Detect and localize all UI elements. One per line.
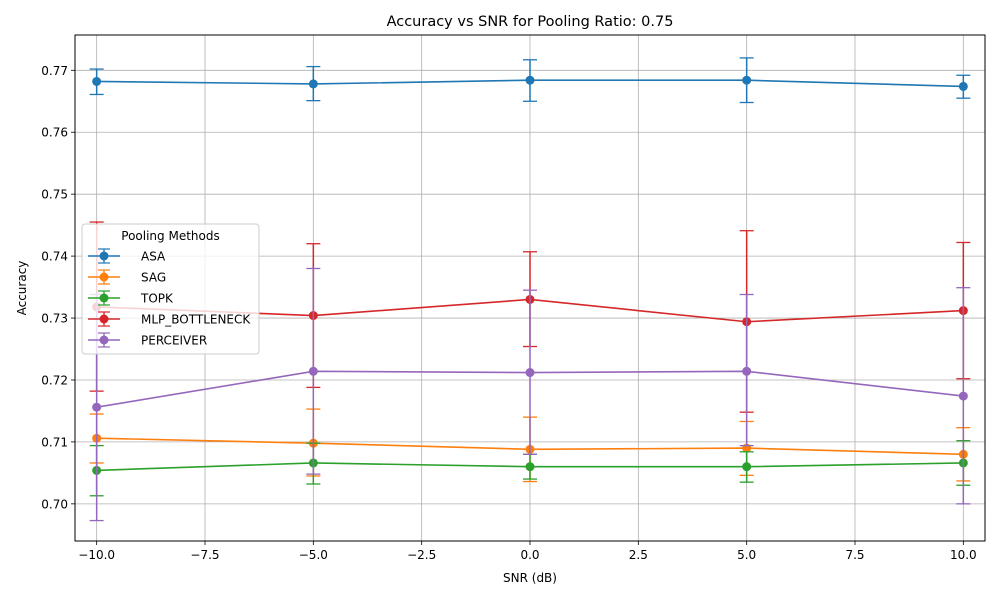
data-point — [742, 462, 752, 472]
x-tick-label: 7.5 — [845, 548, 864, 562]
data-point — [525, 462, 535, 472]
x-tick-label: −10.0 — [78, 548, 115, 562]
data-point — [958, 81, 968, 91]
y-axis-title: Accuracy — [15, 261, 29, 316]
legend-title: Pooling Methods — [121, 229, 219, 243]
legend-label: TOPK — [140, 292, 174, 306]
data-point — [92, 76, 102, 86]
legend-label: PERCEIVER — [141, 334, 207, 348]
data-point — [308, 366, 318, 376]
y-tick-label: 0.72 — [41, 373, 68, 387]
y-tick-label: 0.77 — [41, 64, 68, 78]
legend-box — [81, 223, 260, 355]
legend-label: SAG — [141, 271, 166, 285]
y-tick-label: 0.70 — [41, 497, 68, 511]
data-point — [742, 366, 752, 376]
y-tick-label: 0.75 — [41, 188, 68, 202]
x-axis-title: SNR (dB) — [503, 571, 557, 585]
legend-label: MLP_BOTTLENECK — [141, 313, 251, 327]
legend-item-perceiver: PERCEIVER — [88, 332, 207, 348]
legend-item-mlp-bottleneck: MLP_BOTTLENECK — [88, 311, 251, 327]
data-point — [525, 75, 535, 85]
x-tick-label: −5.0 — [299, 548, 328, 562]
axis-ticks: −10.0 −7.5 −5.0 −2.5 0.0 2.5 5.0 7.5 10.0 0.70 0.7… — [41, 64, 976, 562]
legend-label: ASA — [141, 250, 166, 264]
legend-marker — [99, 293, 109, 303]
data-point — [308, 79, 318, 89]
series-asa — [89, 57, 971, 104]
legend-item-asa: ASA — [88, 248, 166, 264]
data-point — [92, 402, 102, 412]
data-point — [958, 391, 968, 401]
legend-item-sag: SAG — [88, 269, 166, 285]
x-tick-label: 0.0 — [520, 548, 539, 562]
legend-item-topk: TOPK — [88, 290, 174, 306]
legend-marker — [99, 251, 109, 261]
legend-marker — [99, 272, 109, 282]
legend-items: ASA SAG TOPK MLP_BOTTLENECK PERCEIVER — [88, 248, 251, 348]
legend-marker — [99, 335, 109, 345]
y-tick-label: 0.76 — [41, 126, 68, 140]
legend-marker — [99, 314, 109, 324]
x-tick-label: −2.5 — [407, 548, 436, 562]
y-tick-label: 0.74 — [41, 250, 68, 264]
y-tick-label: 0.73 — [41, 312, 68, 326]
chart-title: Accuracy vs SNR for Pooling Ratio: 0.75 — [387, 14, 674, 30]
x-tick-label: 5.0 — [737, 548, 756, 562]
legend: Pooling Methods ASA SAG TOPK MLP_BOTTLENECK… — [81, 223, 260, 355]
x-tick-label: 2.5 — [629, 548, 648, 562]
x-tick-label: 10.0 — [950, 548, 977, 562]
y-tick-label: 0.71 — [41, 435, 68, 449]
x-tick-label: −7.5 — [190, 548, 219, 562]
data-point — [742, 75, 752, 85]
data-point — [525, 368, 535, 378]
